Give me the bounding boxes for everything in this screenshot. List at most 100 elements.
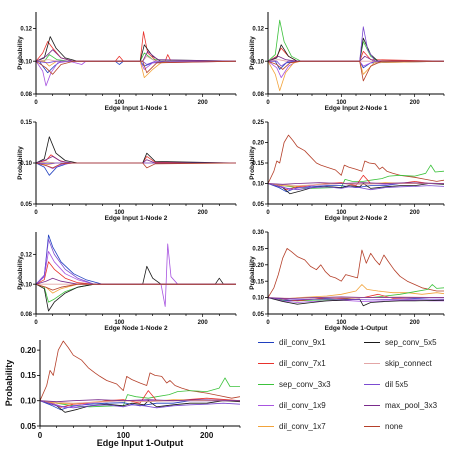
legend-label: dil_conv_1x9 xyxy=(279,401,326,410)
y-tick-label: 0.10 xyxy=(20,282,32,288)
series-line-sep-conv-3x3 xyxy=(267,19,444,62)
x-tick-label: 200 xyxy=(410,100,421,106)
y-axis-label: Probability xyxy=(17,256,24,290)
x-tick-label: 100 xyxy=(114,210,125,216)
chart-panel-4: 0.05 0.10 0.15 0.20 0.25 0 100 200 Edge Input 2-… xyxy=(249,120,445,222)
y-tick-label: 0.10 xyxy=(20,397,36,406)
series-line-dil-5x5 xyxy=(267,183,445,191)
y-tick-label: 0.12 xyxy=(20,27,32,33)
x-axis-label: Edge Input 1-Node 2 xyxy=(105,215,168,222)
legend-label: dil_conv_1x7 xyxy=(279,422,326,431)
legend-swatch xyxy=(364,342,380,343)
chart-panel-6: 0.05 0.10 0.15 0.20 0.25 0.30 0 100 200 Edge Node… xyxy=(249,230,445,332)
y-tick-label: 0.12 xyxy=(20,252,32,258)
legend-label: sep_conv_3x3 xyxy=(279,380,331,389)
y-axis-label: Probability xyxy=(4,360,14,407)
legend-swatch xyxy=(364,405,380,406)
y-tick-label: 0.08 xyxy=(20,312,32,318)
y-tick-label: 0.12 xyxy=(252,27,264,33)
series-group xyxy=(267,19,445,92)
legend-swatch xyxy=(364,384,380,385)
chart-panel-1: 0.08 0.10 0.12 0 100 200 Edge Input 1-Node 1 Pr… xyxy=(17,12,237,112)
legend-swatch xyxy=(258,405,274,406)
x-tick-label: 100 xyxy=(336,320,347,326)
series-line-sep-conv-5x5 xyxy=(39,400,241,413)
series-line-dil-5x5 xyxy=(35,162,236,165)
y-tick-label: 0.10 xyxy=(252,296,264,302)
y-tick-label: 0.15 xyxy=(252,279,264,285)
x-tick-label: 200 xyxy=(198,320,209,326)
series-line-sep-conv-5x5 xyxy=(267,183,445,195)
series-group xyxy=(35,31,237,87)
legend-label: dil_conv_7x1 xyxy=(279,359,326,368)
legend-item-dil-conv-9x1: dil_conv_9x1 xyxy=(258,338,326,347)
y-axis-label: Probability xyxy=(249,256,256,290)
series-line-sep-conv-5x5 xyxy=(35,136,237,164)
y-tick-label: 0.05 xyxy=(20,202,32,208)
series-line-none xyxy=(267,134,445,184)
legend-label: dil_conv_9x1 xyxy=(279,338,326,347)
x-axis-label: Edge Input 1-Output xyxy=(97,438,183,448)
y-tick-label: 0.25 xyxy=(252,247,264,253)
series-line-none xyxy=(35,283,236,291)
legend-swatch xyxy=(364,426,380,427)
y-axis-label: Probability xyxy=(17,146,24,180)
series-line-dil-conv-9x1 xyxy=(35,234,236,285)
series-line-dil-conv-1x7 xyxy=(267,60,445,92)
y-tick-label: 0.15 xyxy=(252,161,264,167)
x-tick-label: 200 xyxy=(200,431,214,440)
series-line-dil-conv-1x9 xyxy=(35,60,237,87)
series-line-sep-conv-3x3 xyxy=(36,52,237,62)
series-line-dil-5x5 xyxy=(267,297,444,301)
series-line-dil-5x5 xyxy=(39,400,241,409)
legend-item-sep-conv-3x3: sep_conv_3x3 xyxy=(258,380,331,389)
series-line-sep-conv-5x5 xyxy=(267,297,445,307)
x-tick-label: 0 xyxy=(34,210,38,216)
x-tick-label: 100 xyxy=(117,431,131,440)
y-tick-label: 0.08 xyxy=(20,92,32,98)
chart-panel-3: 0.05 0.10 0.15 0 100 200 Edge Input 1-Node 2 Pr… xyxy=(17,120,237,222)
x-tick-label: 0 xyxy=(266,210,270,216)
x-tick-label: 200 xyxy=(198,100,209,106)
y-tick-label: 0.25 xyxy=(252,120,264,126)
y-tick-label: 0.10 xyxy=(252,182,264,188)
series-line-dil-conv-1x7 xyxy=(267,284,445,300)
series-line-max-pool-3x3 xyxy=(39,399,241,403)
series-line-max-pool-3x3 xyxy=(35,49,237,62)
series-line-dil-conv-1x7 xyxy=(36,60,236,78)
x-tick-label: 0 xyxy=(266,320,270,326)
series-line-max-pool-3x3 xyxy=(35,277,236,285)
y-tick-label: 0.05 xyxy=(20,422,36,431)
legend-item-dil-conv-7x1: dil_conv_7x1 xyxy=(258,359,326,368)
y-tick-label: 0.10 xyxy=(252,59,264,65)
series-line-dil-conv-7x1 xyxy=(39,390,241,408)
series-line-max-pool-3x3 xyxy=(267,182,445,185)
y-tick-label: 0.10 xyxy=(20,59,32,65)
series-line-none xyxy=(267,248,444,298)
x-tick-label: 0 xyxy=(38,431,43,440)
y-tick-label: 0.05 xyxy=(252,202,264,208)
legend-item-sep-conv-5x5: sep_conv_5x5 xyxy=(364,338,437,347)
legend-label: none xyxy=(385,422,403,431)
x-tick-label: 100 xyxy=(336,100,347,106)
x-axis-label: Edge Input 2-Node 1 xyxy=(325,105,388,112)
series-group xyxy=(35,136,237,176)
y-tick-label: 0.30 xyxy=(252,230,264,236)
legend-swatch xyxy=(258,384,274,385)
series-line-max-pool-3x3 xyxy=(267,296,444,299)
chart-panel-5: 0.08 0.10 0.12 0 100 200 Edge Node 1-Node 2 Pro… xyxy=(17,232,237,332)
x-tick-label: 0 xyxy=(34,100,38,106)
series-line-dil-5x5 xyxy=(35,239,236,285)
x-tick-label: 200 xyxy=(198,210,209,216)
series-line-dil-5x5 xyxy=(268,26,444,67)
x-tick-label: 200 xyxy=(410,210,421,216)
legend-label: sep_conv_5x5 xyxy=(385,338,437,347)
y-tick-label: 0.08 xyxy=(252,92,264,98)
legend-item-none: none xyxy=(364,422,403,431)
series-line-dil-conv-7x1 xyxy=(267,293,444,302)
x-tick-label: 100 xyxy=(336,210,347,216)
series-line-dil-conv-7x1 xyxy=(35,31,236,62)
legend: dil_conv_9x1 sep_conv_5x5 dil_conv_7x1 skip… xyxy=(258,338,458,448)
y-axis-label: Probability xyxy=(249,146,256,180)
